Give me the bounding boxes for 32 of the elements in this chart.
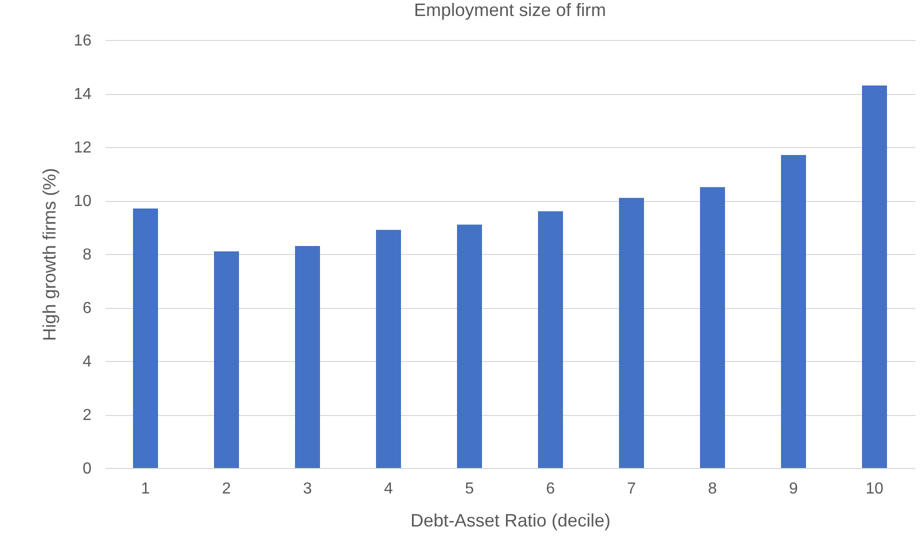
y-tick-label: 10 [74, 193, 92, 210]
x-axis-title: Debt-Asset Ratio (decile) [410, 510, 611, 530]
x-tick-label: 3 [303, 480, 312, 498]
x-tick-label: 7 [627, 480, 636, 498]
bar [538, 211, 563, 468]
bar [862, 85, 887, 468]
x-tick-label: 1 [141, 480, 150, 498]
bar [457, 224, 482, 468]
y-axis-title: High growth firms (%) [40, 168, 60, 342]
bar [295, 246, 320, 468]
x-tick-label: 2 [222, 480, 232, 498]
x-tick-label: 9 [789, 480, 798, 498]
y-tick-label: 0 [82, 460, 92, 478]
y-tick-label: 12 [74, 140, 92, 156]
bar [781, 155, 806, 468]
bar [133, 208, 158, 468]
x-tick-label: 4 [384, 480, 394, 498]
x-tick-label: 5 [465, 480, 474, 498]
y-tick-label: 14 [74, 86, 92, 103]
y-tick-label: 16 [74, 32, 92, 50]
bar [214, 251, 239, 468]
bar [619, 198, 644, 468]
y-tick-label: 2 [82, 407, 92, 424]
y-tick-label: 8 [82, 246, 92, 264]
y-tick-label: 4 [82, 354, 92, 370]
x-tick-label: 8 [708, 480, 718, 498]
bar [376, 230, 401, 468]
bar [700, 187, 725, 468]
x-tick-label: 10 [866, 480, 884, 498]
x-tick-label: 6 [546, 480, 556, 498]
y-tick-label: 6 [82, 300, 92, 317]
chart-title: Employment size of firm [414, 0, 606, 20]
